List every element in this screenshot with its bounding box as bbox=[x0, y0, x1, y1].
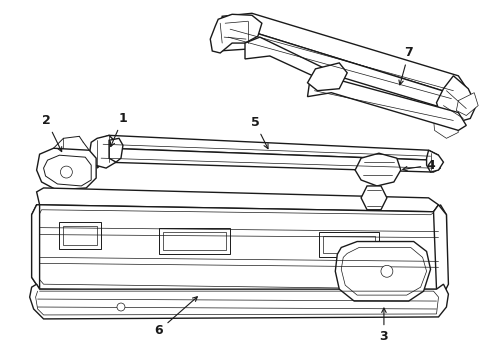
Polygon shape bbox=[38, 210, 443, 289]
Polygon shape bbox=[99, 135, 439, 160]
Text: 3: 3 bbox=[380, 308, 388, 343]
Polygon shape bbox=[159, 228, 230, 255]
Circle shape bbox=[60, 166, 73, 178]
Polygon shape bbox=[44, 155, 91, 186]
Polygon shape bbox=[434, 205, 448, 294]
Polygon shape bbox=[456, 93, 478, 116]
Circle shape bbox=[117, 303, 125, 311]
Polygon shape bbox=[30, 284, 448, 319]
Polygon shape bbox=[355, 153, 401, 186]
Polygon shape bbox=[218, 31, 466, 113]
Polygon shape bbox=[427, 150, 443, 172]
Polygon shape bbox=[335, 242, 431, 301]
Polygon shape bbox=[32, 205, 446, 294]
Text: 6: 6 bbox=[154, 297, 197, 337]
Polygon shape bbox=[63, 226, 97, 246]
Polygon shape bbox=[37, 148, 96, 190]
Text: 1: 1 bbox=[110, 112, 127, 147]
Polygon shape bbox=[308, 63, 347, 91]
Polygon shape bbox=[89, 135, 116, 168]
Polygon shape bbox=[319, 231, 379, 257]
Polygon shape bbox=[37, 188, 439, 212]
Polygon shape bbox=[437, 76, 476, 122]
Polygon shape bbox=[245, 37, 339, 86]
Text: 5: 5 bbox=[250, 116, 268, 149]
Polygon shape bbox=[59, 222, 101, 249]
Text: 7: 7 bbox=[399, 46, 413, 85]
Polygon shape bbox=[323, 235, 375, 253]
Polygon shape bbox=[220, 13, 468, 96]
Polygon shape bbox=[163, 231, 226, 251]
Polygon shape bbox=[210, 14, 262, 53]
Polygon shape bbox=[308, 79, 466, 130]
Text: 2: 2 bbox=[42, 114, 62, 152]
Polygon shape bbox=[434, 113, 458, 138]
Polygon shape bbox=[361, 186, 387, 210]
Polygon shape bbox=[341, 247, 427, 295]
Polygon shape bbox=[97, 148, 441, 172]
Circle shape bbox=[381, 265, 393, 277]
Polygon shape bbox=[32, 205, 40, 289]
Text: 4: 4 bbox=[403, 159, 435, 172]
Polygon shape bbox=[109, 138, 123, 162]
